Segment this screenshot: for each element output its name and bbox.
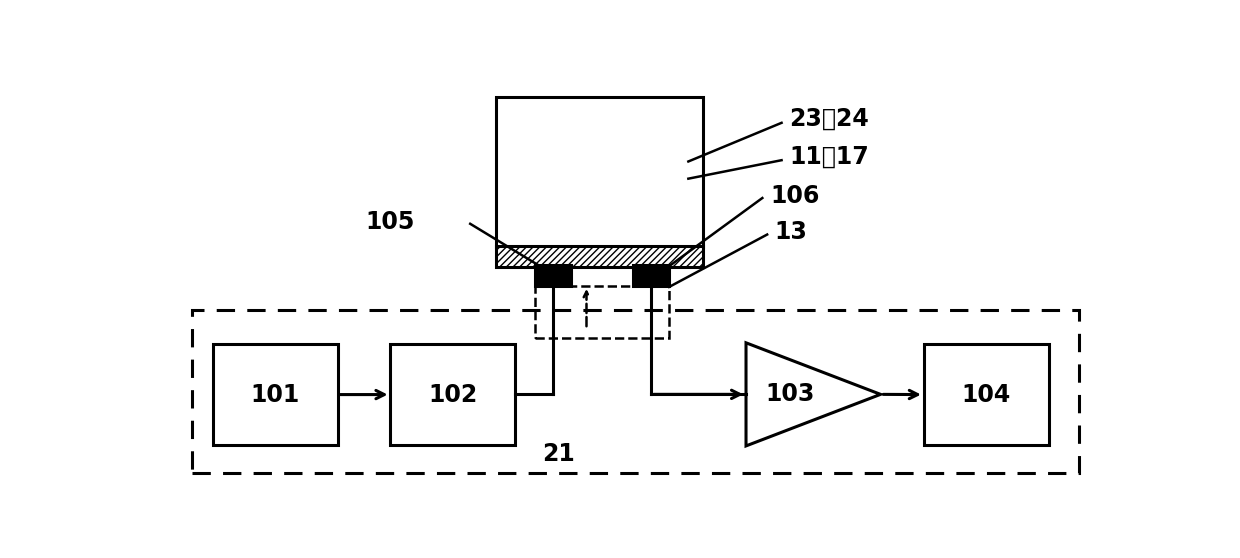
Bar: [213, 344, 337, 445]
Text: 104: 104: [962, 383, 1011, 407]
Text: 13: 13: [775, 220, 807, 244]
Bar: [534, 266, 572, 286]
Text: 23或24: 23或24: [789, 107, 869, 131]
Text: 103: 103: [766, 382, 815, 406]
Text: 106: 106: [770, 184, 820, 208]
Bar: [632, 266, 670, 286]
Text: 102: 102: [428, 383, 477, 407]
Bar: [496, 97, 703, 247]
Bar: [191, 310, 1080, 473]
Bar: [391, 344, 516, 445]
Text: 21: 21: [542, 442, 575, 466]
Bar: [534, 286, 670, 338]
Bar: [496, 246, 703, 267]
Text: 11或17: 11或17: [789, 145, 869, 169]
Bar: [924, 344, 1049, 445]
Text: 105: 105: [365, 210, 414, 234]
Text: 101: 101: [250, 383, 300, 407]
Polygon shape: [746, 343, 880, 446]
